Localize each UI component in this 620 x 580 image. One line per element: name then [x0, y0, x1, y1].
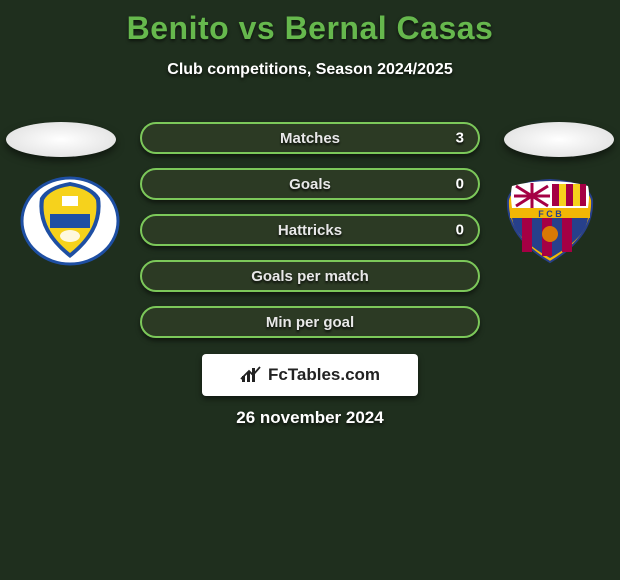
attribution-text: FcTables.com — [268, 365, 380, 385]
stat-label: Matches — [280, 130, 340, 147]
stat-label: Hattricks — [278, 222, 342, 239]
stat-label: Goals per match — [251, 268, 369, 285]
stat-label: Goals — [289, 176, 331, 193]
stat-right-value: 0 — [456, 176, 464, 193]
subtitle: Club competitions, Season 2024/2025 — [0, 61, 620, 79]
attribution-badge: FcTables.com — [202, 354, 418, 396]
stat-row-goals: Goals 0 — [140, 168, 480, 200]
stat-label: Min per goal — [266, 314, 354, 331]
stat-right-value: 3 — [456, 130, 464, 147]
date-text: 26 november 2024 — [0, 408, 620, 428]
stat-row-min-per-goal: Min per goal — [140, 306, 480, 338]
stat-row-goals-per-match: Goals per match — [140, 260, 480, 292]
stat-right-value: 0 — [456, 222, 464, 239]
stats-container: Matches 3 Goals 0 Hattricks 0 Goals per … — [0, 122, 620, 352]
stat-row-hattricks: Hattricks 0 — [140, 214, 480, 246]
page-title: Benito vs Bernal Casas — [0, 0, 620, 47]
bar-chart-icon — [240, 366, 262, 384]
stat-row-matches: Matches 3 — [140, 122, 480, 154]
